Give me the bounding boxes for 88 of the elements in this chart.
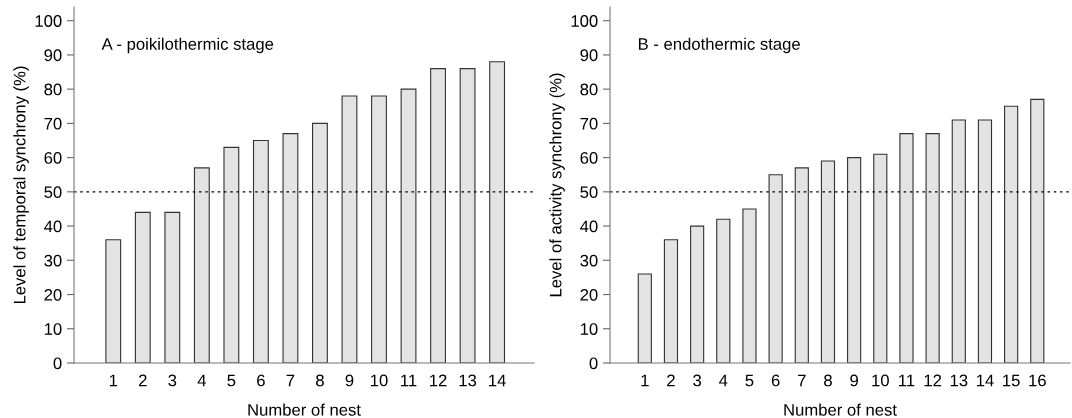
- x-tick-label: 9: [850, 374, 858, 387]
- x-tick-label: 7: [798, 374, 806, 387]
- y-tick-label: 0: [589, 357, 598, 370]
- bar: [820, 160, 836, 363]
- x-tick-label: 13: [459, 374, 477, 387]
- x-tick-label: 5: [745, 374, 754, 387]
- bar: [1030, 98, 1045, 363]
- bar: [873, 153, 888, 363]
- y-tick-label: 60: [580, 152, 598, 164]
- x-tick-label: 11: [401, 374, 417, 387]
- y-tick-label: 100: [35, 15, 62, 27]
- bar: [164, 211, 181, 363]
- x-tick-label: 12: [924, 374, 942, 387]
- y-tick-label: 80: [44, 83, 62, 96]
- y-tick-label: 10: [580, 323, 598, 335]
- y-tick-label: 70: [580, 117, 598, 130]
- bar: [899, 133, 914, 363]
- bar: [951, 119, 966, 363]
- y-tick-label: 30: [580, 254, 598, 267]
- x-tick-label: 3: [693, 374, 702, 387]
- y-axis-title: Level of activity synchrony (%): [549, 73, 565, 297]
- bar: [193, 167, 210, 363]
- y-tick-label: 0: [53, 357, 62, 370]
- y-axis-title: Level of temporal synchrony (%): [13, 66, 29, 304]
- x-tick-label: 9: [345, 374, 354, 387]
- bar: [341, 95, 358, 363]
- y-tick-label: 60: [44, 152, 62, 164]
- x-tick-label: 14: [489, 374, 506, 387]
- y-tick-label: 20: [580, 288, 598, 301]
- y-tick-label: 90: [44, 49, 62, 62]
- bar: [223, 146, 240, 363]
- x-axis-title: Number of nest: [248, 403, 361, 416]
- bar: [134, 211, 151, 363]
- x-tick-label: 12: [430, 374, 447, 387]
- y-tick-label: 70: [44, 117, 62, 130]
- bar: [105, 239, 122, 363]
- x-tick-label: 10: [371, 374, 388, 387]
- x-tick-label: 3: [168, 374, 177, 387]
- bar: [977, 119, 993, 363]
- bar: [459, 68, 476, 363]
- y-tick-label: 40: [44, 220, 62, 233]
- x-tick-label: 14: [976, 374, 994, 387]
- bar: [430, 68, 446, 363]
- x-tick-label: 10: [872, 374, 889, 387]
- bar: [794, 167, 809, 363]
- bar: [312, 122, 328, 363]
- y-tick-label: 30: [44, 254, 62, 267]
- y-tick-label: 100: [571, 15, 598, 27]
- bar: [847, 157, 862, 363]
- x-tick-label: 4: [719, 374, 728, 387]
- annotation: B - endothermic stage: [638, 37, 800, 54]
- y-tick-label: 10: [44, 323, 62, 335]
- x-tick-label: 7: [286, 374, 295, 387]
- bar: [690, 225, 705, 363]
- x-tick-label: 15: [1003, 374, 1020, 387]
- y-tick-label: 50: [580, 186, 598, 199]
- x-tick-label: 6: [257, 374, 265, 387]
- bar: [716, 218, 731, 363]
- bar: [371, 95, 387, 363]
- bar: [742, 208, 757, 363]
- x-tick-label: 5: [227, 374, 236, 387]
- bar: [637, 273, 652, 363]
- x-tick-label: 16: [1029, 374, 1046, 387]
- bar: [489, 61, 506, 363]
- bar: [768, 174, 783, 363]
- y-tick-label: 80: [580, 83, 598, 96]
- y-tick-label: 20: [44, 288, 62, 301]
- x-tick-label: 1: [641, 374, 649, 387]
- x-tick-label: 2: [667, 374, 675, 387]
- x-tick-label: 13: [950, 374, 968, 387]
- bar: [925, 133, 940, 363]
- y-tick-label: 40: [580, 220, 598, 233]
- annotation: A - poikilothermic stage: [101, 37, 274, 54]
- x-tick-label: 6: [771, 374, 780, 387]
- bar: [282, 133, 299, 363]
- x-tick-label: 8: [316, 374, 324, 387]
- bar: [252, 139, 269, 363]
- x-tick-label: 11: [899, 374, 915, 387]
- y-tick-label: 50: [44, 186, 62, 199]
- x-tick-label: 2: [139, 374, 147, 387]
- bar: [663, 239, 679, 363]
- x-tick-label: 1: [109, 374, 118, 387]
- x-tick-label: 8: [824, 374, 832, 387]
- bar: [400, 88, 417, 363]
- y-tick-label: 90: [580, 49, 598, 62]
- x-axis-title: Number of nest: [784, 403, 897, 416]
- x-tick-label: 4: [197, 374, 206, 387]
- bar: [1004, 105, 1019, 363]
